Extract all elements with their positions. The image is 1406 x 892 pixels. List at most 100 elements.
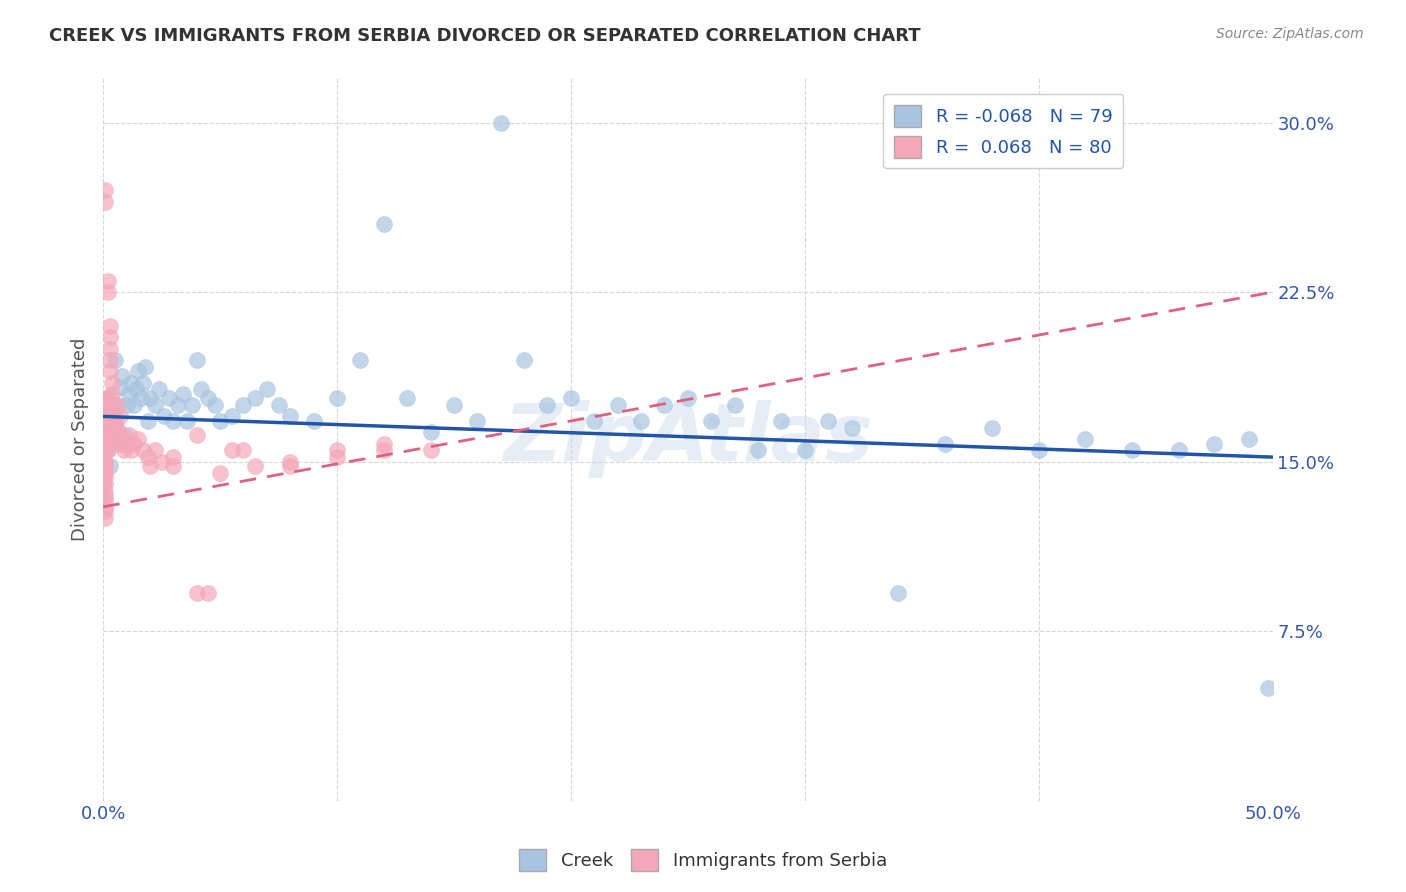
- Point: [91, 455, 114, 469]
- Point: [232, 443, 254, 458]
- Point: [104, 432, 127, 446]
- Point: [1257, 681, 1279, 695]
- Point: [94, 443, 117, 458]
- Point: [419, 443, 441, 458]
- Point: [373, 436, 395, 450]
- Point: [139, 392, 162, 406]
- Point: [700, 414, 723, 428]
- Point: [111, 436, 134, 450]
- Point: [115, 436, 138, 450]
- Point: [108, 409, 131, 424]
- Point: [127, 432, 149, 446]
- Point: [1168, 443, 1191, 458]
- Point: [94, 432, 117, 446]
- Point: [101, 405, 124, 419]
- Point: [190, 382, 212, 396]
- Point: [98, 353, 121, 368]
- Point: [278, 459, 301, 474]
- Point: [373, 443, 395, 458]
- Point: [770, 414, 793, 428]
- Point: [489, 115, 512, 129]
- Point: [97, 421, 120, 435]
- Point: [583, 414, 606, 428]
- Point: [243, 392, 266, 406]
- Point: [221, 409, 243, 424]
- Point: [267, 398, 290, 412]
- Point: [167, 398, 190, 412]
- Point: [91, 443, 114, 458]
- Point: [221, 443, 243, 458]
- Point: [1121, 443, 1143, 458]
- Point: [97, 432, 120, 446]
- Point: [97, 392, 120, 406]
- Point: [1074, 432, 1097, 446]
- Point: [91, 425, 114, 440]
- Point: [94, 489, 117, 503]
- Point: [91, 473, 114, 487]
- Point: [101, 398, 124, 412]
- Point: [243, 459, 266, 474]
- Point: [104, 421, 127, 435]
- Point: [373, 217, 395, 231]
- Point: [197, 392, 219, 406]
- Point: [91, 443, 114, 458]
- Point: [104, 409, 127, 424]
- Point: [94, 409, 117, 424]
- Point: [256, 382, 278, 396]
- Point: [94, 194, 117, 209]
- Legend: R = -0.068   N = 79, R =  0.068   N = 80: R = -0.068 N = 79, R = 0.068 N = 80: [883, 94, 1123, 169]
- Point: [120, 376, 142, 390]
- Point: [934, 436, 956, 450]
- Point: [105, 421, 128, 435]
- Point: [94, 425, 117, 440]
- Point: [841, 421, 863, 435]
- Point: [630, 414, 652, 428]
- Point: [1028, 443, 1050, 458]
- Point: [98, 319, 121, 334]
- Point: [172, 387, 194, 401]
- Point: [676, 392, 699, 406]
- Point: [465, 414, 488, 428]
- Point: [132, 376, 155, 390]
- Point: [197, 585, 219, 599]
- Point: [560, 392, 582, 406]
- Point: [980, 421, 1002, 435]
- Point: [91, 470, 114, 484]
- Point: [94, 455, 117, 469]
- Point: [1237, 432, 1260, 446]
- Point: [326, 392, 349, 406]
- Point: [181, 398, 204, 412]
- Point: [94, 483, 117, 498]
- Point: [887, 585, 910, 599]
- Point: [94, 504, 117, 518]
- Point: [112, 443, 135, 458]
- Point: [136, 450, 159, 464]
- Point: [127, 364, 149, 378]
- Point: [94, 421, 117, 435]
- Point: [98, 459, 121, 474]
- Point: [186, 585, 208, 599]
- Point: [232, 398, 254, 412]
- Point: [209, 414, 232, 428]
- Text: CREEK VS IMMIGRANTS FROM SERBIA DIVORCED OR SEPARATED CORRELATION CHART: CREEK VS IMMIGRANTS FROM SERBIA DIVORCED…: [49, 27, 921, 45]
- Point: [419, 425, 441, 440]
- Point: [97, 285, 120, 300]
- Point: [97, 274, 120, 288]
- Point: [153, 409, 176, 424]
- Point: [278, 455, 301, 469]
- Point: [94, 470, 117, 484]
- Point: [97, 443, 120, 458]
- Point: [139, 459, 162, 474]
- Point: [122, 398, 145, 412]
- Point: [654, 398, 676, 412]
- Point: [91, 466, 114, 480]
- Point: [162, 450, 184, 464]
- Point: [97, 392, 120, 406]
- Point: [97, 405, 120, 419]
- Point: [94, 183, 117, 197]
- Point: [112, 427, 135, 442]
- Point: [513, 353, 536, 368]
- Point: [129, 392, 152, 406]
- Point: [326, 450, 349, 464]
- Text: ZipAtlas: ZipAtlas: [503, 400, 873, 478]
